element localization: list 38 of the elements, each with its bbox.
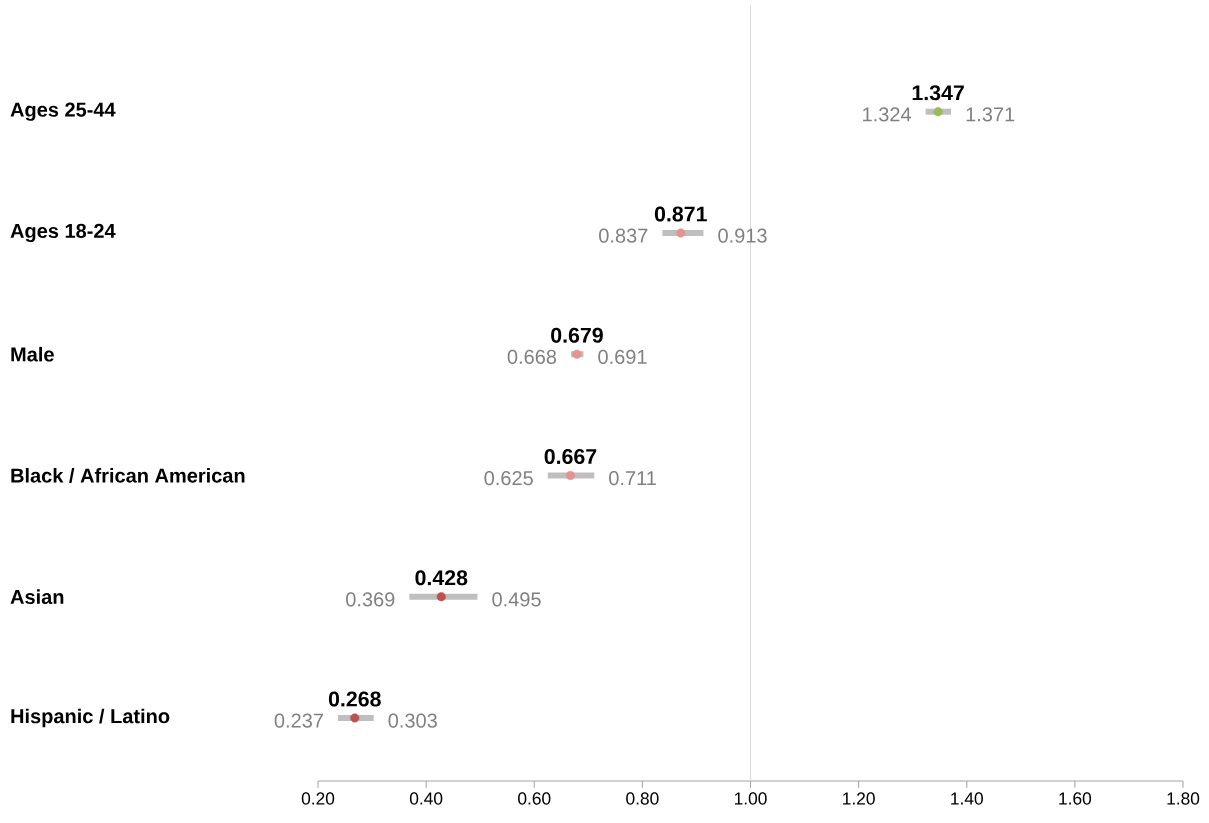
data-label: 1.347 [912, 85, 964, 101]
annotation: 0.691 [598, 349, 647, 364]
point [676, 228, 686, 238]
x-tick-label: 1.80 [1167, 792, 1200, 805]
x-tick-label: 1.40 [951, 792, 983, 805]
annotation: 0.369 [346, 592, 395, 607]
annotation: 1.324 [863, 107, 912, 122]
point [350, 713, 360, 723]
x-tick-label: 1.60 [1059, 792, 1092, 805]
x-tick-label: 1.00 [734, 792, 767, 805]
annotation: 0.303 [388, 713, 437, 728]
data-label: 0.871 [654, 206, 707, 222]
point [436, 592, 446, 602]
y-tick-label: Asian [10, 589, 64, 605]
point [933, 107, 943, 117]
x-tick-label: 1.20 [843, 792, 875, 805]
data-label: 0.268 [328, 691, 381, 707]
y-tick-label: Male [11, 346, 54, 362]
annotation: 0.495 [492, 592, 541, 607]
annotation: 1.371 [966, 107, 1015, 122]
annotation: 0.668 [507, 349, 557, 364]
y-tick-label: Ages 18-24 [10, 223, 116, 243]
x-tick-label: 0.60 [518, 792, 551, 805]
x-tick-label: 0.20 [301, 792, 335, 805]
y-tick-label: Ages 25-44 [10, 102, 116, 121]
y-tick-label: Black / African American [11, 468, 245, 483]
data-label: 0.428 [415, 570, 468, 586]
data-label: 0.679 [551, 327, 603, 343]
annotation: 0.837 [599, 228, 648, 243]
annotation: 0.711 [609, 471, 656, 486]
annotation: 0.237 [274, 713, 323, 728]
point [565, 470, 576, 480]
data-label: 0.667 [544, 448, 597, 465]
annotation: 0.625 [484, 471, 533, 486]
x-tick-label: 0.80 [626, 792, 659, 805]
y-tick-label: Hispanic / Latino [11, 708, 170, 728]
x-tick-label: 0.40 [409, 792, 443, 805]
annotation: 0.913 [718, 228, 767, 243]
